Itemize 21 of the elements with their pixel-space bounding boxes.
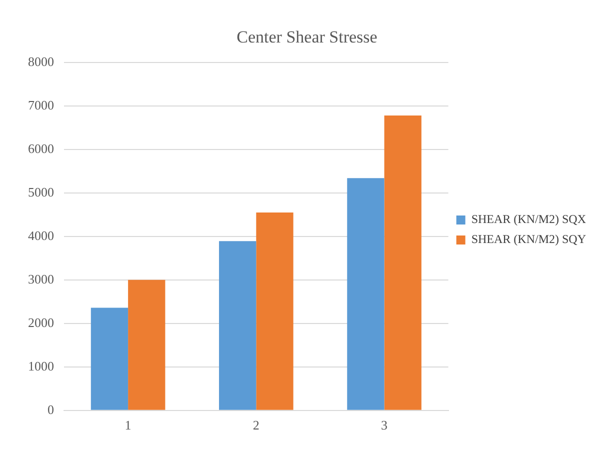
y-tick-label: 2000 <box>28 314 54 330</box>
legend-label: SHEAR (KN/M2) SQX <box>471 212 586 226</box>
bar <box>256 212 294 410</box>
bar <box>384 115 422 410</box>
y-tick-label: 8000 <box>28 54 54 69</box>
bar <box>90 308 128 410</box>
y-tick-label: 1000 <box>28 358 54 374</box>
y-tick-label: 5000 <box>28 184 54 200</box>
x-tick-label: 3 <box>381 418 388 433</box>
bar <box>219 241 256 410</box>
y-tick-label: 0 <box>48 402 54 417</box>
chart-title: Center Shear Stresse <box>236 28 378 47</box>
y-tick-label: 4000 <box>28 228 54 243</box>
y-tick-label: 6000 <box>28 140 54 156</box>
bar <box>347 178 384 410</box>
y-tick-label: 3000 <box>28 271 54 286</box>
bar <box>128 280 166 410</box>
y-tick-label: 7000 <box>28 97 54 112</box>
legend-label: SHEAR (KN/M2) SQY <box>471 232 586 246</box>
x-tick-label: 1 <box>124 418 132 433</box>
x-tick-label: 2 <box>252 418 260 433</box>
